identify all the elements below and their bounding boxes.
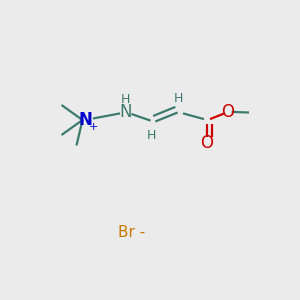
Text: H: H bbox=[174, 92, 183, 105]
Text: H: H bbox=[120, 93, 130, 106]
Text: H: H bbox=[147, 129, 156, 142]
Text: O: O bbox=[221, 103, 235, 121]
Text: O: O bbox=[200, 134, 214, 152]
Text: Br -: Br - bbox=[118, 225, 146, 240]
Text: +: + bbox=[89, 122, 99, 132]
Text: N: N bbox=[79, 111, 92, 129]
Text: N: N bbox=[120, 103, 132, 121]
